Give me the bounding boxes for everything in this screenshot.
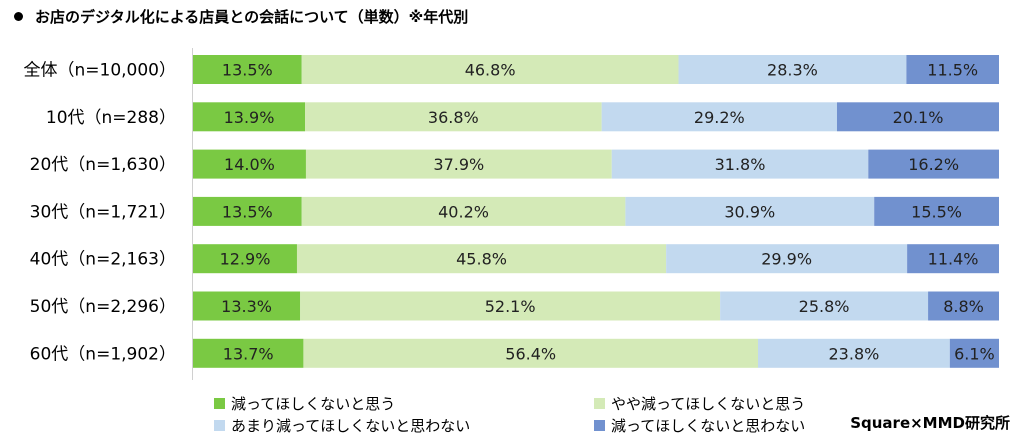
bar-segment	[305, 149, 612, 179]
bar-segment	[868, 149, 999, 179]
legend-item: やや減ってほしくないと思う	[594, 393, 805, 414]
bar-segment	[303, 338, 759, 368]
data-label: 29.9%	[761, 250, 812, 269]
bar-segment	[305, 102, 602, 132]
bar-segment	[193, 102, 306, 132]
legend-swatch	[594, 398, 605, 409]
data-label: 14.0%	[224, 155, 275, 174]
legend-item: 減ってほしくないと思う	[214, 393, 395, 414]
bar-segment	[720, 291, 929, 321]
data-label: 56.4%	[505, 344, 556, 363]
bar-segment	[906, 55, 999, 84]
data-label: 13.7%	[223, 344, 274, 363]
bar-segment	[928, 291, 999, 321]
data-label: 30.9%	[724, 202, 775, 221]
bar-segment	[301, 196, 626, 226]
data-label: 31.8%	[715, 155, 766, 174]
chart-legend: 減ってほしくないと思う やや減ってほしくないと思うあまり減ってほしくないと思わない…	[214, 393, 834, 437]
bar-segment	[296, 244, 667, 274]
bar-segment	[301, 55, 679, 84]
category-label: 全体（n=10,000）	[23, 61, 176, 81]
data-label: 8.8%	[943, 297, 984, 316]
legend-item: あまり減ってほしくないと思わない	[214, 415, 470, 436]
stacked-bar-chart: 全体（n=10,000） 13.5% 46.8% 28.3% 11.5% 10代（n=28…	[23, 48, 999, 380]
legend-swatch	[214, 398, 225, 409]
data-label: 20.1%	[893, 108, 944, 127]
data-label: 25.8%	[799, 297, 850, 316]
data-label: 28.3%	[767, 61, 818, 80]
data-label: 37.9%	[433, 155, 484, 174]
chart-title-text: お店のデジタル化による店員との会話について（単数）※年代別	[35, 8, 469, 26]
bar-segment	[907, 244, 999, 274]
data-label: 13.5%	[222, 61, 273, 80]
bar-segment	[836, 102, 999, 132]
bar-segment	[193, 244, 297, 274]
category-label: 30代（n=1,721）	[30, 202, 176, 222]
data-label: 29.2%	[694, 108, 745, 127]
bar-segment	[949, 338, 999, 368]
bar-segment	[758, 338, 950, 368]
data-label: 13.3%	[221, 297, 272, 316]
bar-segment	[193, 196, 302, 226]
data-label: 6.1%	[954, 344, 995, 363]
data-label: 40.2%	[438, 202, 489, 221]
data-label: 16.2%	[908, 155, 959, 174]
data-label: 13.9%	[224, 108, 275, 127]
bar-segment	[874, 196, 999, 226]
legend-swatch	[214, 420, 225, 431]
bar-segment	[611, 149, 869, 179]
bar-segment	[193, 338, 304, 368]
category-label: 50代（n=2,296）	[30, 297, 176, 317]
bullet-icon	[14, 12, 23, 21]
bar-segment	[193, 55, 302, 84]
data-label: 12.9%	[220, 250, 271, 269]
bar-segment	[601, 102, 837, 132]
bar-segment	[666, 244, 908, 274]
category-label: 10代（n=288）	[46, 108, 176, 128]
data-label: 36.8%	[428, 108, 479, 127]
chart-title: お店のデジタル化による店員との会話について（単数）※年代別	[14, 6, 468, 27]
bar-segment	[625, 196, 875, 226]
data-label: 15.5%	[911, 202, 962, 221]
data-label: 11.4%	[928, 250, 979, 269]
data-label: 46.8%	[465, 61, 516, 80]
legend-label: やや減ってほしくないと思う	[611, 395, 806, 413]
category-label: 60代（n=1,902）	[30, 344, 176, 364]
data-label: 13.5%	[222, 202, 273, 221]
category-label: 40代（n=2,163）	[30, 250, 176, 270]
data-label: 11.5%	[927, 61, 978, 80]
legend-item: 減ってほしくないと思わない	[594, 415, 805, 436]
data-label: 52.1%	[485, 297, 536, 316]
data-label: 45.8%	[456, 250, 507, 269]
legend-label: 減ってほしくないと思わない	[611, 417, 806, 435]
bar-segment	[193, 149, 306, 179]
legend-label: 減ってほしくないと思う	[231, 395, 396, 413]
bar-segment	[193, 291, 301, 321]
legend-label: あまり減ってほしくないと思わない	[231, 417, 471, 435]
bar-segment	[300, 291, 721, 321]
source-credit: Square×MMD研究所	[850, 414, 1010, 432]
category-label: 20代（n=1,630）	[30, 155, 176, 175]
bar-segment	[678, 55, 907, 84]
legend-swatch	[594, 420, 605, 431]
data-label: 23.8%	[829, 344, 880, 363]
